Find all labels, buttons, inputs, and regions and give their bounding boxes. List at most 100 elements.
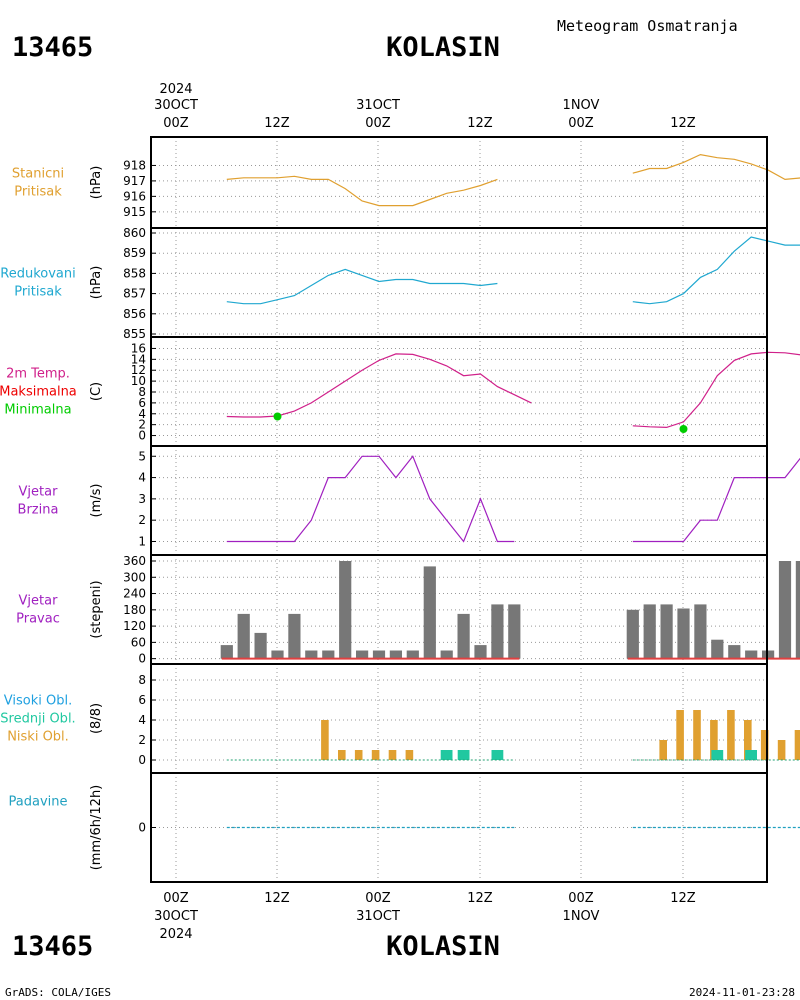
y-tick-label: 4 <box>138 713 146 727</box>
panel-label: Pritisak <box>14 285 62 300</box>
station-name-bottom: KOLASIN <box>386 931 500 962</box>
cloud-bar-niski-obl- <box>371 750 380 760</box>
direction-bar <box>745 650 758 659</box>
panel-label: Vjetar <box>19 485 59 500</box>
direction-bar <box>220 645 233 659</box>
y-tick-label: 12 <box>131 363 146 377</box>
y-tick-label: 5 <box>138 449 146 463</box>
y-tick-label: 0 <box>138 753 146 767</box>
cloud-bar-srednji-obl- <box>440 750 453 760</box>
y-tick-label: 8 <box>138 673 146 687</box>
direction-bar <box>778 561 792 659</box>
series-line-2m-temp- <box>632 351 800 429</box>
cloud-bar-niski-obl- <box>693 710 701 760</box>
unit-label: (hPa) <box>89 166 104 200</box>
marker-minimalna <box>679 425 688 433</box>
y-tick-label: 240 <box>123 587 146 601</box>
unit-label: (stepeni) <box>89 580 104 638</box>
y-tick-label: 857 <box>123 287 146 301</box>
top-hour-label: 12Z <box>670 116 696 131</box>
footer-timestamp: 2024-11-01-23:28 <box>689 986 795 999</box>
panel-label: Pravac <box>16 612 60 627</box>
direction-bar <box>795 561 800 659</box>
direction-bar <box>660 604 673 659</box>
direction-bar <box>643 604 656 659</box>
direction-bar <box>288 613 301 659</box>
series-line-wind <box>632 457 800 543</box>
panel-label: Visoki Obl. <box>4 694 72 709</box>
direction-bar <box>626 609 639 659</box>
panel-label: Maksimalna <box>0 385 77 400</box>
bottom-hour-label: 12Z <box>467 891 493 906</box>
y-tick-label: 300 <box>123 570 146 584</box>
cloud-bar-niski-obl- <box>659 740 667 760</box>
y-tick-label: 16 <box>131 341 146 355</box>
direction-bar <box>711 639 724 659</box>
bottom-hour-label: 00Z <box>163 891 189 906</box>
panel-label: 2m Temp. <box>6 367 70 382</box>
y-tick-label: 915 <box>123 205 146 219</box>
direction-bar <box>423 566 436 659</box>
direction-bar <box>237 613 250 659</box>
bottom-hour-label: 12Z <box>264 891 290 906</box>
series-line-reduced <box>632 236 800 305</box>
bottom-date-label-2: 31OCT <box>356 909 400 924</box>
direction-bar <box>728 645 741 659</box>
direction-bar <box>474 645 487 659</box>
unit-label: (C) <box>89 382 104 401</box>
cloud-bar-niski-obl- <box>744 720 752 760</box>
cloud-bar-niski-obl- <box>338 750 346 760</box>
top-hour-label: 00Z <box>163 116 189 131</box>
direction-bar <box>406 650 419 659</box>
panel-padavine: 0 (mm/6h/12h) Padavine <box>9 772 800 883</box>
direction-bar <box>457 613 470 659</box>
y-tick-label: 0 <box>138 652 146 666</box>
panels: 915916917918(hPa)StanicniPritisak8558568… <box>0 136 800 883</box>
y-tick-label: 0 <box>138 821 146 835</box>
cloud-bar-niski-obl- <box>727 710 735 760</box>
panel-label: Pritisak <box>14 185 62 200</box>
y-tick-label: 916 <box>123 189 146 203</box>
y-tick-label: 6 <box>138 396 146 410</box>
y-tick-label: 856 <box>123 307 146 321</box>
direction-bar <box>677 608 690 659</box>
y-tick-label: 855 <box>123 327 146 341</box>
cloud-bar-niski-obl- <box>760 730 769 760</box>
cloud-bar-niski-obl- <box>321 720 329 760</box>
series-line-pressure <box>226 175 498 207</box>
y-tick-label: 360 <box>123 554 146 568</box>
top-hour-label: 00Z <box>568 116 594 131</box>
series-line-pressure <box>632 153 800 181</box>
panel-label: Niski Obl. <box>7 730 69 745</box>
direction-bar <box>389 650 402 659</box>
y-tick-label: 60 <box>131 635 146 649</box>
panel-label: Redukovani <box>0 267 75 282</box>
y-tick-label: 8 <box>138 385 146 399</box>
cloud-bar-srednji-obl- <box>711 750 724 760</box>
y-tick-label: 2 <box>138 418 146 432</box>
bottom-time-axis: 00Z 12Z 00Z 12Z 00Z 12Z 30OCT 31OCT 1NOV… <box>154 891 696 942</box>
panel-label: Vjetar <box>19 594 59 609</box>
cloud-bar-srednji-obl- <box>491 750 504 760</box>
unit-label: (hPa) <box>89 266 104 300</box>
y-tick-label: 858 <box>123 266 146 280</box>
y-tick-label: 1 <box>138 534 146 548</box>
bottom-date-label-3: 1NOV <box>563 909 600 924</box>
y-tick-label: 180 <box>123 603 146 617</box>
cloud-bar-niski-obl- <box>794 730 800 760</box>
top-time-axis: 2024 30OCT 31OCT 1NOV 00Z 12Z 00Z 12Z 00… <box>154 82 696 131</box>
y-tick-label: 4 <box>138 471 146 485</box>
station-id-bottom: 13465 <box>12 931 93 962</box>
y-tick-label: 4 <box>138 407 146 421</box>
y-tick-label: 3 <box>138 492 146 506</box>
panel-label: Brzina <box>18 503 59 518</box>
marker-minimalna <box>273 412 282 421</box>
series-line-reduced <box>226 268 498 305</box>
y-tick-label: 917 <box>123 174 146 188</box>
cloud-bar-niski-obl- <box>710 720 718 760</box>
cloud-bar-niski-obl- <box>354 750 363 760</box>
chart-title: Meteogram Osmatranja <box>557 17 738 35</box>
